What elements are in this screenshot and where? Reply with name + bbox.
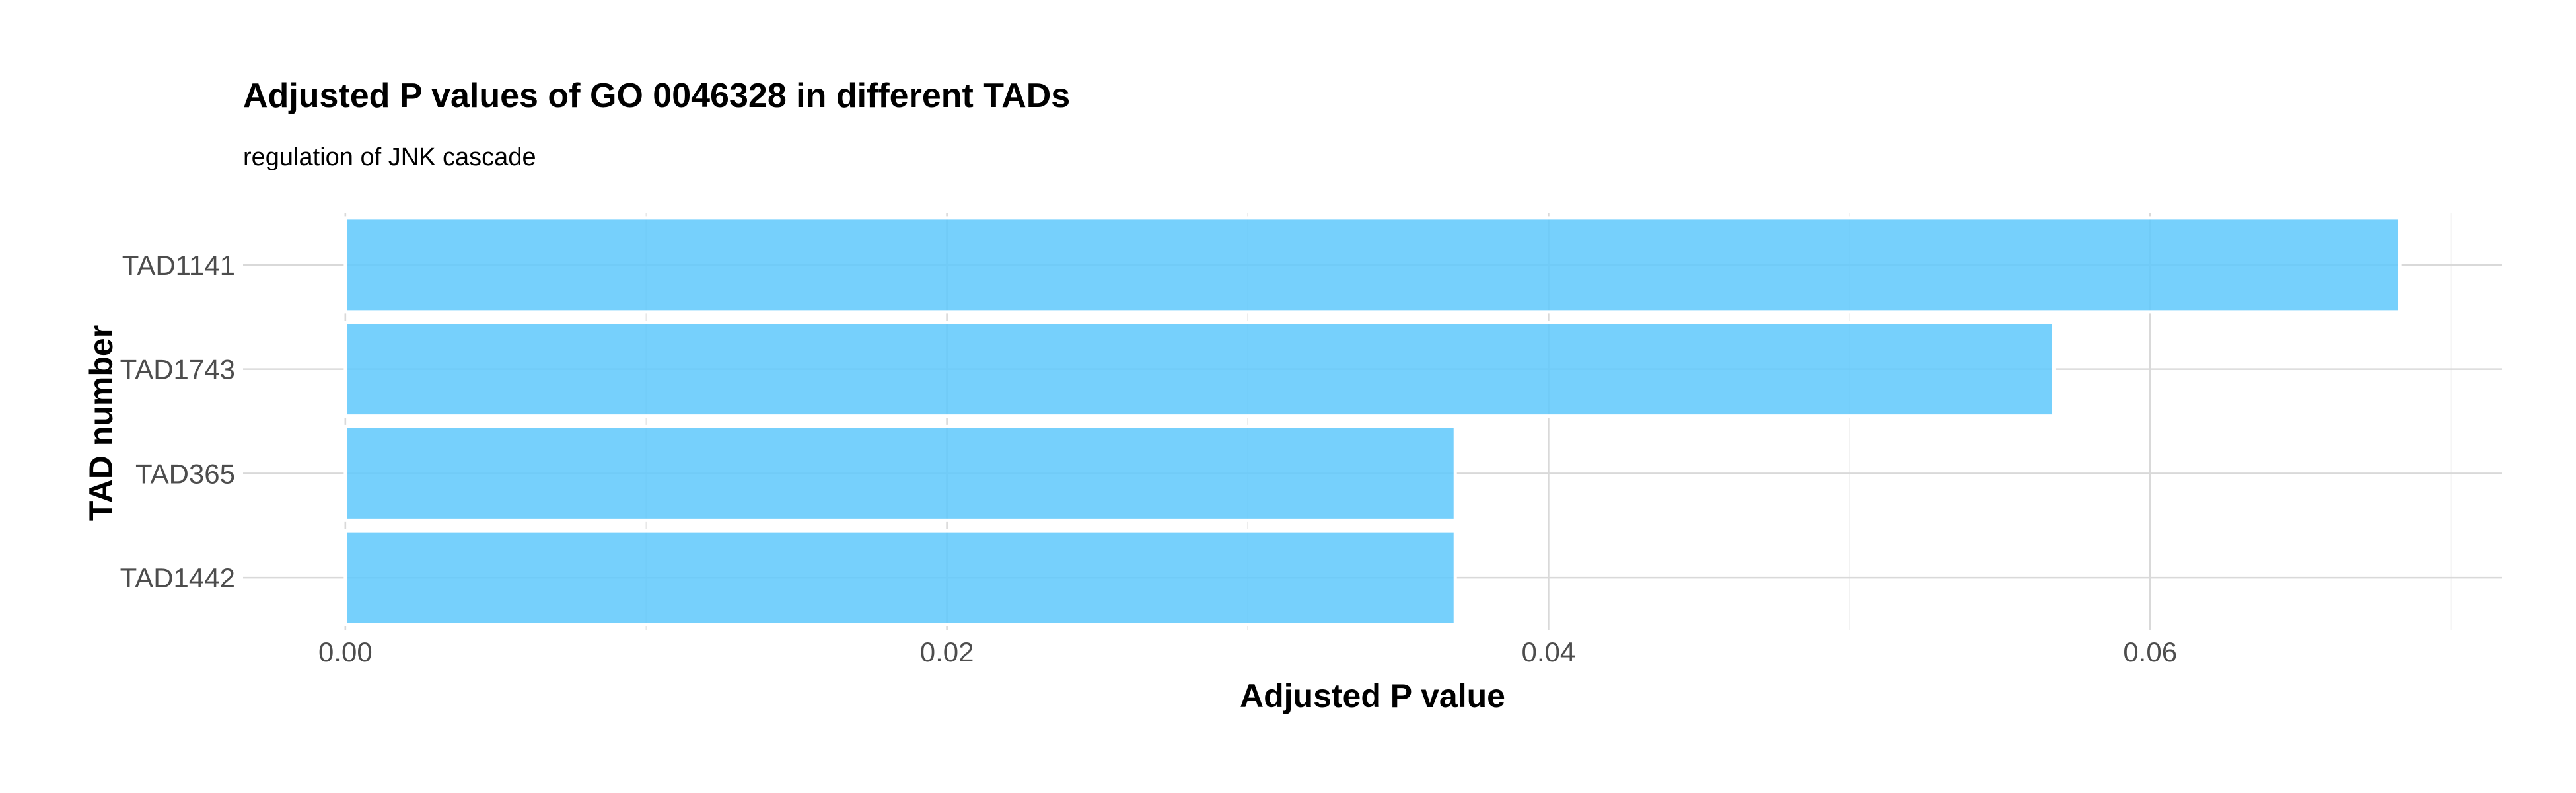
x-tick-label: 0.06 xyxy=(2123,636,2177,667)
y-tick-label: TAD1743 xyxy=(120,354,235,385)
x-tick-label: 0.04 xyxy=(1522,636,1576,667)
x-tick-labels: 0.00 0.02 0.04 0.06 xyxy=(318,636,2177,667)
bar-tad1442 xyxy=(343,529,1457,626)
y-tick-labels: TAD1141 TAD1743 TAD365 TAD1442 xyxy=(120,250,235,593)
y-tick-label: TAD1141 xyxy=(122,250,235,281)
chart-title: Adjusted P values of GO 0046328 in diffe… xyxy=(243,77,1070,115)
chart-subtitle: regulation of JNK cascade xyxy=(243,143,536,171)
y-tick-label: TAD365 xyxy=(135,458,235,489)
bars xyxy=(343,216,2402,626)
x-tick-label: 0.00 xyxy=(318,636,373,667)
x-tick-label: 0.02 xyxy=(920,636,974,667)
y-tick-label: TAD1442 xyxy=(120,562,235,593)
bar-tad1743 xyxy=(343,321,2056,418)
bar-tad365 xyxy=(343,424,1457,522)
x-axis-title: Adjusted P value xyxy=(1240,677,1505,714)
bar-tad1141 xyxy=(343,216,2402,314)
y-axis-title: TAD number xyxy=(83,325,120,521)
